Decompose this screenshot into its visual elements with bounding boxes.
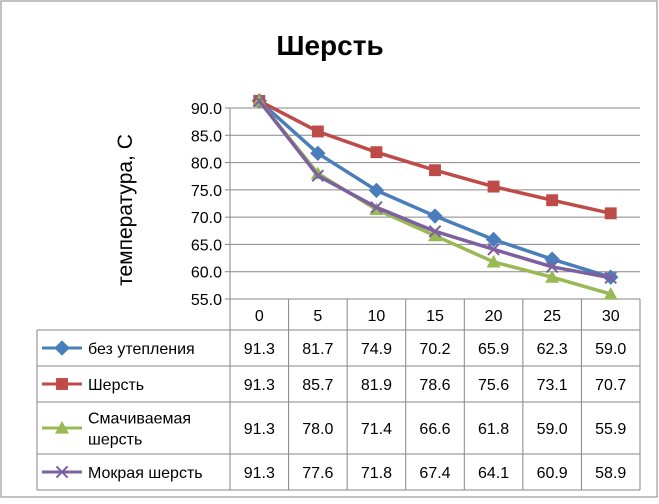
table-cell: 91.3 xyxy=(244,421,275,438)
table-cell: 81.9 xyxy=(361,377,392,394)
series-2-point-6 xyxy=(603,287,618,300)
series-3-point-1 xyxy=(311,169,325,182)
table-cell: 64.1 xyxy=(478,465,509,482)
legend-label-3: Мокрая шерсть xyxy=(88,465,203,482)
y-tick-label: 70.0 xyxy=(191,210,222,227)
y-tick-label: 90.0 xyxy=(191,101,222,118)
x-tick-label: 10 xyxy=(368,308,386,325)
y-tick-label: 85.0 xyxy=(191,128,222,145)
x-tick-label: 5 xyxy=(313,308,322,325)
series-2-point-3 xyxy=(428,228,442,242)
table-cell: 61.8 xyxy=(478,421,509,438)
legend-label-2: шерсть xyxy=(88,432,142,449)
series-3-point-2 xyxy=(370,201,383,214)
table-cell: 75.6 xyxy=(478,377,509,394)
table-cell: 78.0 xyxy=(302,421,333,438)
table-cell: 70.2 xyxy=(419,341,450,358)
table-cell: 67.4 xyxy=(419,465,450,482)
legend-marker-2 xyxy=(55,421,69,434)
series-3-point-3 xyxy=(428,225,442,238)
series-3-point-6 xyxy=(604,271,618,285)
table-cell: 65.9 xyxy=(478,341,509,358)
table-cell: 60.9 xyxy=(537,465,568,482)
y-tick-label: 60.0 xyxy=(191,265,222,282)
series-1-point-1 xyxy=(311,125,324,138)
table-cell: 91.3 xyxy=(244,341,275,358)
table-cell: 77.6 xyxy=(302,465,333,482)
series-0-point-1 xyxy=(310,145,326,162)
table-cell: 70.7 xyxy=(595,377,626,394)
legend-marker-1 xyxy=(56,378,68,390)
series-3-point-0-stroke-b xyxy=(252,94,266,108)
y-tick-label: 75.0 xyxy=(191,183,222,200)
series-3-point-5 xyxy=(545,260,559,274)
y-axis-label: температура, С xyxy=(114,134,137,286)
legend-label-0: без утепления xyxy=(88,341,195,358)
table-cell: 85.7 xyxy=(302,377,333,394)
legend-marker-3-stroke-b xyxy=(55,465,69,479)
series-3-point-2-stroke-b xyxy=(370,201,383,214)
table-cell: 59.0 xyxy=(537,421,568,438)
chart-title: Шерсть xyxy=(276,30,383,61)
table-cell: 58.9 xyxy=(595,465,626,482)
series-3-point-4 xyxy=(487,243,500,256)
y-tick-label: 80.0 xyxy=(191,156,222,173)
series-3-point-4-stroke-b xyxy=(487,243,500,256)
table-cell: 81.7 xyxy=(302,341,333,358)
series-3 xyxy=(252,94,618,285)
legend-marker-0 xyxy=(54,340,70,356)
table-cell: 71.4 xyxy=(361,421,392,438)
series-0-point-3 xyxy=(427,208,443,224)
table-cell: 73.1 xyxy=(537,377,568,394)
x-tick-label: 15 xyxy=(426,308,444,325)
table-cell: 62.3 xyxy=(537,341,568,358)
series-1-point-3 xyxy=(429,164,441,177)
table-cell: 59.0 xyxy=(595,341,626,358)
series-1-point-5 xyxy=(546,194,559,207)
table-cell: 91.3 xyxy=(244,377,275,394)
series-0-point-4 xyxy=(485,231,502,248)
x-tick-label: 30 xyxy=(602,308,620,325)
series-2-point-5 xyxy=(545,270,560,283)
series-3-point-5-stroke-b xyxy=(545,260,559,274)
series-0-point-2 xyxy=(368,182,385,199)
legend-label-1: Шерсть xyxy=(88,377,144,394)
x-tick-label: 0 xyxy=(255,308,264,325)
table-cell: 74.9 xyxy=(361,341,392,358)
table-cell: 55.9 xyxy=(595,421,626,438)
legend-label-2: Смачиваемая xyxy=(88,411,191,428)
series-2-point-4 xyxy=(486,254,501,268)
x-tick-label: 25 xyxy=(543,308,561,325)
y-tick-labels: 55.0 60.0 65.0 70.0 75.0 80.0 85.0 90.0 xyxy=(191,101,222,309)
table-cell: 71.8 xyxy=(361,465,392,482)
series-3-point-0 xyxy=(252,94,266,108)
series-3-point-6-stroke-b xyxy=(604,271,618,285)
y-tick-label: 65.0 xyxy=(191,237,222,254)
x-tick-label: 20 xyxy=(485,308,503,325)
table-cell: 66.6 xyxy=(419,421,450,438)
table-cell: 91.3 xyxy=(244,465,275,482)
series-3-point-3-stroke-b xyxy=(428,225,442,238)
series-1-point-6 xyxy=(604,207,617,220)
series-1-point-2 xyxy=(370,146,383,159)
legend-marker-3 xyxy=(55,465,69,479)
series-1-point-4 xyxy=(487,180,500,193)
data-table: 0 5 10 15 20 25 30 без утепления 91.3 81.7 74.9 70.… xyxy=(36,298,641,491)
series-layer xyxy=(251,93,619,300)
table-cell: 78.6 xyxy=(419,377,450,394)
series-3-point-1-stroke-b xyxy=(311,169,325,182)
y-tick-label: 55.0 xyxy=(191,292,222,309)
